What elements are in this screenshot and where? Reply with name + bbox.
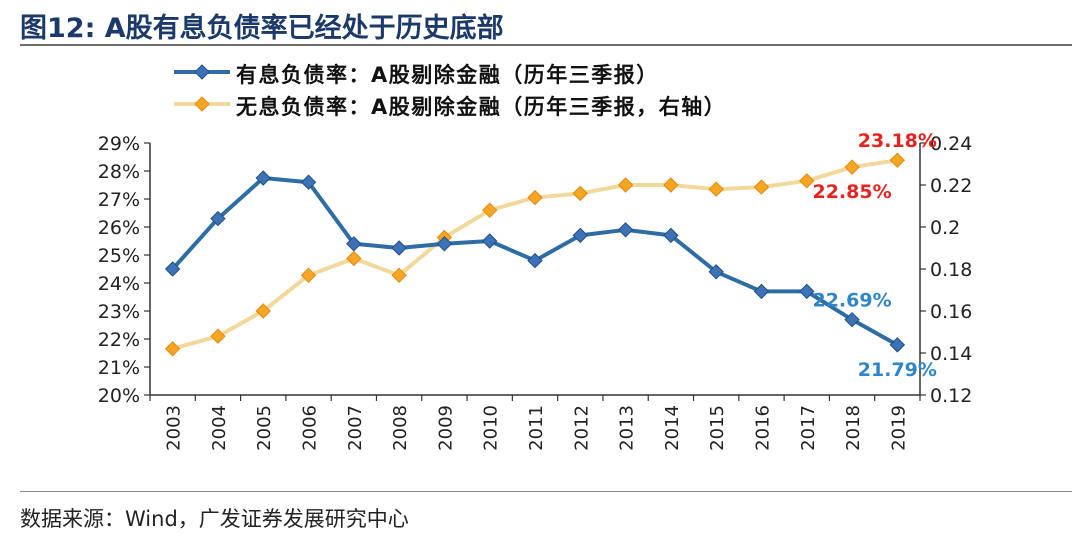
source-note: 数据来源：Wind，广发证券发展研究中心: [20, 507, 409, 531]
chart-title: 图12: A股有息负债率已经处于历史底部: [20, 13, 504, 44]
data-point-interest-debt-ratio: [889, 337, 906, 353]
y-left-tick-label: 27%: [98, 189, 140, 211]
data-label: 21.79%: [858, 359, 937, 381]
x-tick-label: 2016: [752, 405, 773, 451]
data-point-non-interest-debt-ratio: [210, 328, 226, 344]
data-point-non-interest-debt-ratio: [481, 202, 498, 218]
y-left-tick-label: 26%: [98, 217, 140, 239]
x-tick-label: 2006: [300, 405, 321, 451]
data-label: 22.85%: [812, 181, 891, 203]
data-point-interest-debt-ratio: [436, 236, 453, 252]
y-right-tick-label: 0.24: [930, 133, 972, 155]
data-point-interest-debt-ratio: [799, 283, 815, 300]
y-left-tick-label: 25%: [98, 245, 140, 267]
data-point-non-interest-debt-ratio: [300, 267, 317, 284]
data-point-non-interest-debt-ratio: [799, 173, 815, 189]
legend-label-series1: 有息负债率：A股剔除金融（历年三季报）: [236, 63, 659, 87]
x-tick-label: 2012: [571, 405, 592, 451]
x-tick-label: 2018: [843, 405, 864, 451]
x-tick-label: 2008: [390, 405, 411, 451]
x-tick-label: 2009: [435, 405, 456, 451]
data-point-interest-debt-ratio: [844, 311, 860, 328]
data-point-interest-debt-ratio: [617, 222, 634, 238]
x-tick-label: 2011: [526, 405, 547, 451]
data-point-interest-debt-ratio: [663, 227, 679, 244]
data-point-non-interest-debt-ratio: [844, 159, 860, 175]
x-tick-label: 2015: [707, 405, 728, 451]
x-tick-label: 2017: [798, 405, 819, 451]
data-point-interest-debt-ratio: [391, 240, 407, 256]
data-point-interest-debt-ratio: [210, 210, 226, 227]
y-right-tick-label: 0.18: [930, 259, 972, 281]
title-divider: [20, 44, 1072, 46]
legend-line-marker-orange: [174, 96, 230, 112]
data-point-interest-debt-ratio: [346, 236, 362, 252]
data-label: 23.18%: [858, 130, 937, 152]
data-point-non-interest-debt-ratio: [527, 189, 543, 206]
x-tick-label: 2005: [254, 405, 275, 451]
data-point-non-interest-debt-ratio: [572, 185, 589, 202]
y-left-tick-label: 23%: [98, 301, 140, 323]
x-tick-label: 2014: [662, 405, 683, 451]
data-point-interest-debt-ratio: [708, 264, 724, 280]
data-point-non-interest-debt-ratio: [255, 303, 271, 319]
y-left-tick-label: 24%: [98, 273, 140, 295]
x-tick-label: 2013: [617, 405, 638, 451]
data-point-interest-debt-ratio: [481, 233, 498, 249]
data-point-non-interest-debt-ratio: [346, 250, 362, 267]
data-point-non-interest-debt-ratio: [617, 177, 634, 193]
y-left-tick-label: 20%: [98, 385, 140, 407]
data-point-non-interest-debt-ratio: [391, 267, 407, 284]
y-left-tick-label: 29%: [98, 133, 140, 155]
y-right-tick-label: 0.2: [930, 217, 960, 239]
data-point-interest-debt-ratio: [255, 170, 271, 186]
legend-label-series2: 无息负债率：A股剔除金融（历年三季报，右轴）: [236, 95, 727, 119]
data-label: 22.69%: [812, 290, 891, 312]
x-tick-label: 2004: [209, 405, 230, 451]
x-tick-label: 2003: [164, 405, 185, 451]
source-divider: [20, 491, 1072, 492]
y-right-tick-label: 0.12: [930, 385, 972, 407]
data-point-non-interest-debt-ratio: [663, 177, 679, 193]
x-tick-label: 2010: [481, 405, 502, 451]
data-point-non-interest-debt-ratio: [708, 181, 724, 197]
x-tick-label: 2007: [345, 405, 366, 451]
y-left-tick-label: 28%: [98, 161, 140, 183]
y-left-tick-label: 22%: [98, 329, 140, 351]
data-point-interest-debt-ratio: [572, 227, 589, 244]
y-left-tick-label: 21%: [98, 357, 140, 379]
data-point-non-interest-debt-ratio: [164, 341, 181, 357]
data-point-interest-debt-ratio: [753, 283, 770, 300]
legend-line-marker-blue: [174, 64, 230, 80]
data-point-interest-debt-ratio: [164, 261, 181, 277]
x-tick-label: 2019: [888, 405, 909, 451]
y-right-tick-label: 0.16: [930, 301, 972, 323]
y-right-tick-label: 0.22: [930, 175, 972, 197]
data-point-interest-debt-ratio: [300, 174, 317, 190]
y-right-tick-label: 0.14: [930, 343, 972, 365]
data-point-interest-debt-ratio: [527, 252, 543, 269]
data-point-non-interest-debt-ratio: [889, 152, 906, 168]
data-point-non-interest-debt-ratio: [753, 179, 770, 195]
